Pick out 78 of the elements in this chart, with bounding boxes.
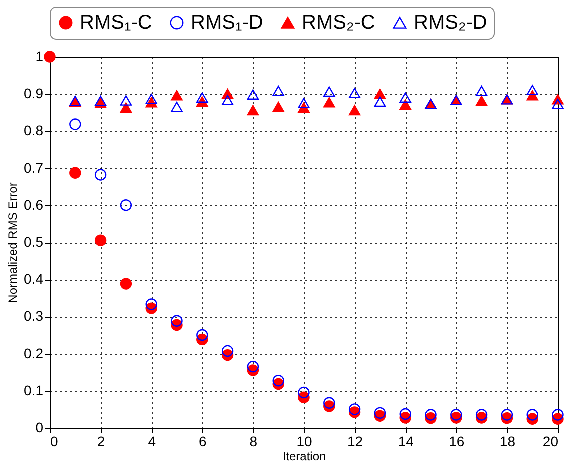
point (400, 92, 412, 103)
x-tick-label: 4 (148, 434, 156, 450)
point (374, 96, 386, 108)
y-tick-label: 0.8 (24, 122, 44, 139)
point (120, 96, 132, 106)
legend-label: RMS₂-C (302, 12, 376, 34)
point (120, 200, 132, 212)
point (526, 85, 538, 96)
point (70, 167, 82, 179)
x-tick-label: 16 (449, 434, 465, 450)
point (348, 404, 361, 416)
point (400, 100, 412, 110)
point (552, 409, 564, 421)
x-tick-label: 2 (97, 434, 106, 450)
x-tick-label: 10 (296, 434, 312, 450)
y-tick-label: 0.4 (24, 271, 44, 288)
point (222, 345, 234, 358)
point (272, 102, 284, 112)
point (324, 86, 336, 98)
point (374, 88, 386, 100)
y-tick-label: 1 (36, 48, 44, 64)
point (526, 90, 538, 101)
y-axis-title: Normalized RMS Error (6, 182, 20, 304)
point (298, 98, 310, 109)
point (348, 105, 361, 116)
x-tick-label: 18 (500, 434, 516, 450)
y-tick-label: 0.3 (24, 308, 44, 324)
point (70, 118, 82, 130)
y-tick-label: 0.2 (24, 345, 44, 362)
point (196, 329, 208, 342)
point (94, 234, 107, 246)
x-tick-label: 12 (348, 434, 364, 450)
legend-label: RMS₂-D (414, 12, 488, 34)
point (324, 97, 336, 108)
point (94, 96, 107, 106)
y-tick-label: 0 (36, 420, 44, 436)
point (272, 86, 284, 96)
x-tick-label: 20 (542, 434, 559, 450)
point (171, 315, 183, 327)
point (272, 375, 284, 387)
legend-label: RMS₁-D (191, 12, 264, 34)
point (196, 92, 208, 103)
x-tick-label: 14 (398, 434, 414, 450)
y-tick-label: 0.1 (24, 382, 44, 398)
x-tick-label: 0 (50, 434, 58, 450)
point (247, 105, 260, 116)
point (476, 86, 488, 96)
point (324, 397, 336, 409)
point (247, 360, 260, 373)
point (450, 409, 462, 421)
point (501, 409, 514, 421)
y-tick-label: 0.7 (24, 160, 44, 176)
point (476, 409, 488, 421)
point (146, 298, 158, 310)
point (476, 96, 488, 106)
point (222, 95, 234, 106)
point (171, 102, 183, 112)
x-tick-label: 8 (250, 434, 258, 450)
x-tick-label: 6 (199, 434, 207, 450)
y-tick-label: 0.9 (24, 86, 44, 102)
point (44, 51, 56, 63)
point (94, 169, 107, 181)
point (120, 278, 132, 290)
y-tick-label: 0.6 (24, 196, 44, 213)
point (120, 102, 132, 113)
point (171, 90, 183, 101)
point (552, 98, 564, 110)
point (348, 88, 361, 98)
x-axis-title: Iteration (282, 450, 326, 464)
point (425, 409, 437, 421)
point (146, 94, 158, 104)
point (298, 386, 310, 399)
y-tick-label: 0.5 (24, 234, 44, 250)
point (526, 409, 538, 421)
point (400, 408, 412, 420)
legend-label: RMS₁-C (80, 12, 152, 34)
point (247, 90, 260, 100)
point (374, 407, 386, 419)
